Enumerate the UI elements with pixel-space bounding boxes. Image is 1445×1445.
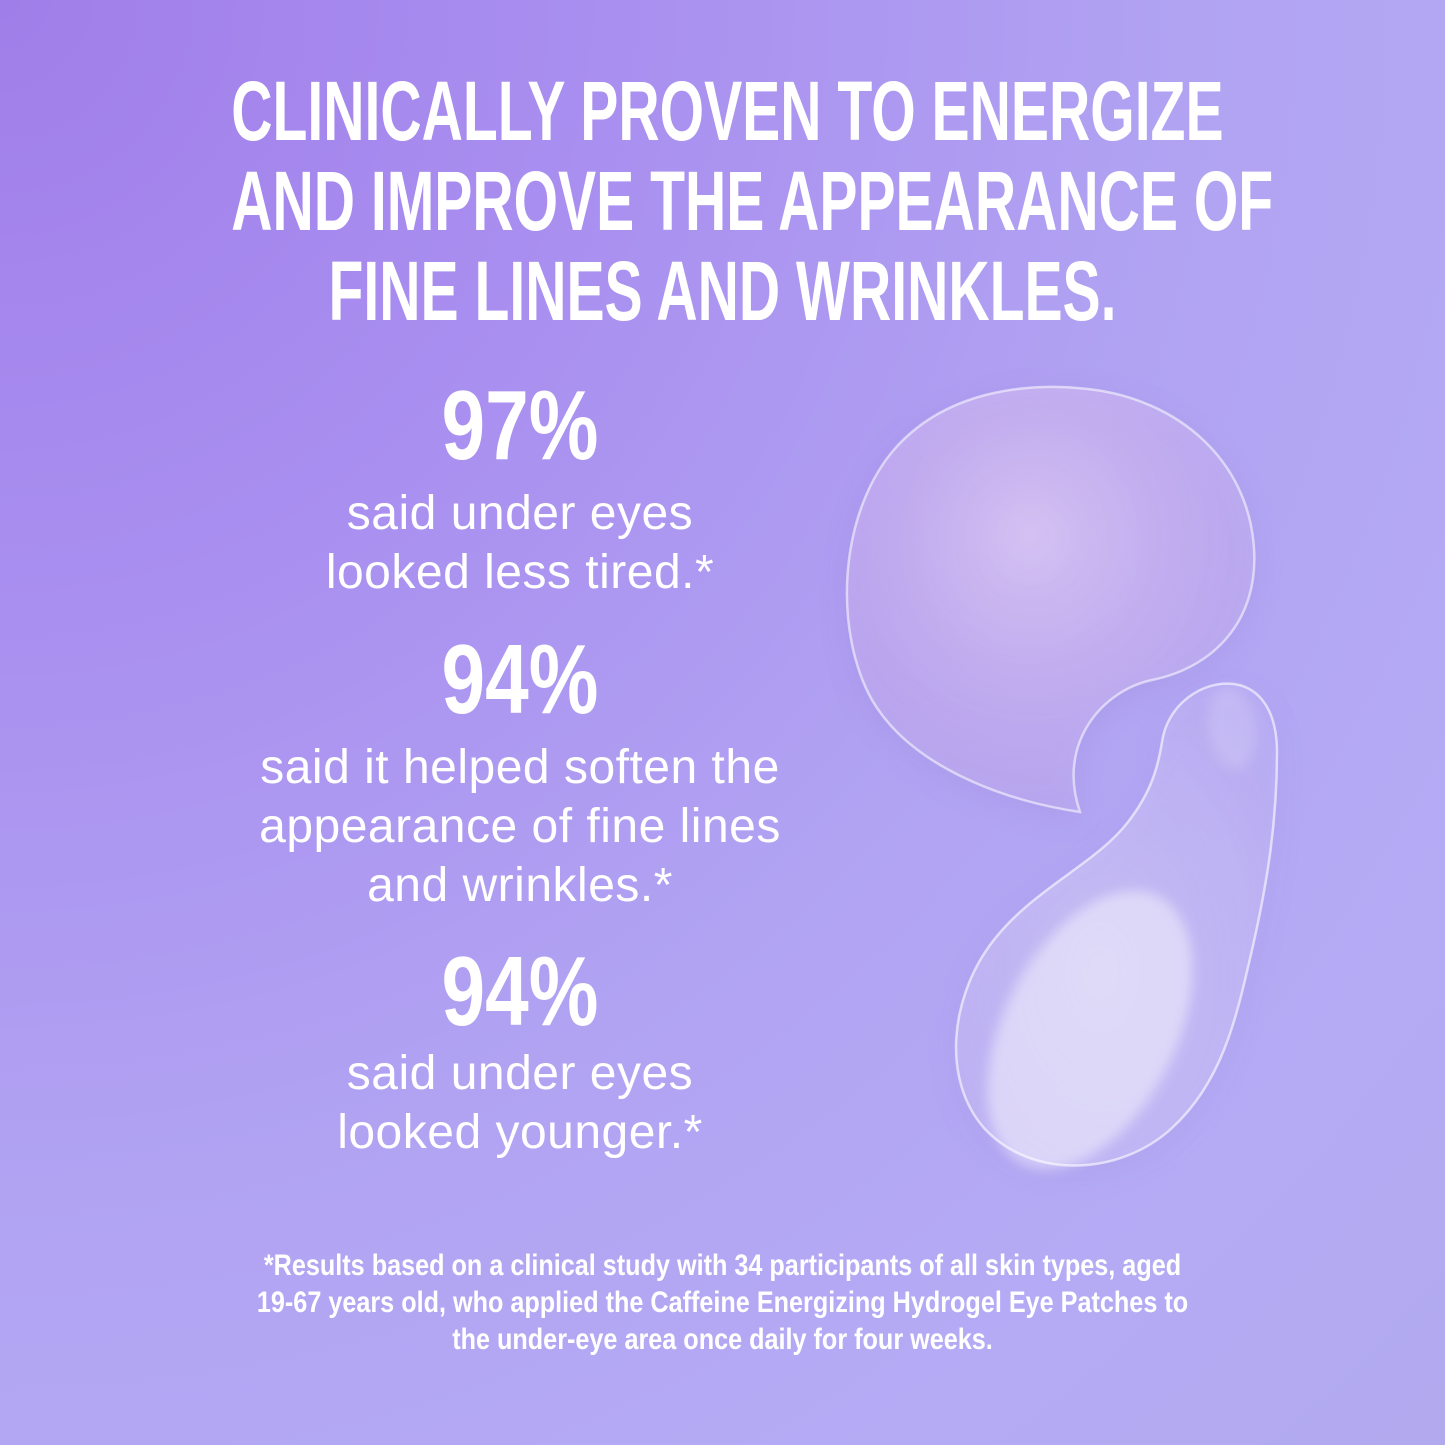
stat-description-3-line-1: said under eyes — [346, 1047, 694, 1100]
headline-line-1: CLINICALLY PROVEN TO ENERGIZE — [231, 64, 1224, 158]
stat-description-2-line-1: said it helped soften the — [260, 741, 780, 794]
stat-value-3-number: 94% — [441, 936, 599, 1046]
patch-shine-highlight — [987, 890, 1193, 1170]
footnote-line-3: the under-eye area once daily for four w… — [452, 1323, 993, 1356]
hydrogel-patch-lower-image — [954, 682, 1279, 1170]
footnote: *Results based on a clinical study with … — [0, 1247, 1445, 1358]
footnote-line-2: 19-67 years old, who applied the Caffein… — [256, 1286, 1189, 1319]
footnote-line-1: *Results based on a clinical study with … — [263, 1249, 1182, 1282]
stat-value-1-number: 97% — [441, 370, 599, 480]
stat-description-3: said under eyes looked younger.* — [0, 1044, 1040, 1162]
stat-description-3-line-2: looked younger.* — [337, 1106, 703, 1159]
headline-line-2: AND IMPROVE THE APPEARANCE OF — [231, 154, 1274, 248]
patch-hook-glint — [1207, 686, 1257, 770]
stat-description-1-line-2: looked less tired.* — [325, 546, 715, 599]
stat-description-2: said it helped soften the appearance of … — [0, 738, 1040, 915]
stat-description-1: said under eyes looked less tired.* — [0, 484, 1040, 602]
stat-value-2: 94% — [0, 630, 1040, 728]
stats-column: 97% said under eyes looked less tired.* … — [0, 376, 1040, 1162]
headline: CLINICALLY PROVEN TO ENERGIZE AND IMPROV… — [0, 66, 1445, 336]
stat-value-3: 94% — [0, 942, 1040, 1040]
stat-description-2-line-2: appearance of fine lines — [259, 800, 781, 853]
hydrogel-patch-upper-image — [845, 385, 1256, 814]
stat-value-2-number: 94% — [441, 624, 599, 734]
headline-line-3: FINE LINES AND WRINKLES. — [328, 244, 1117, 338]
stat-description-1-line-1: said under eyes — [346, 487, 694, 540]
stat-description-2-line-3: and wrinkles.* — [367, 859, 673, 912]
stat-value-1: 97% — [0, 376, 1040, 474]
